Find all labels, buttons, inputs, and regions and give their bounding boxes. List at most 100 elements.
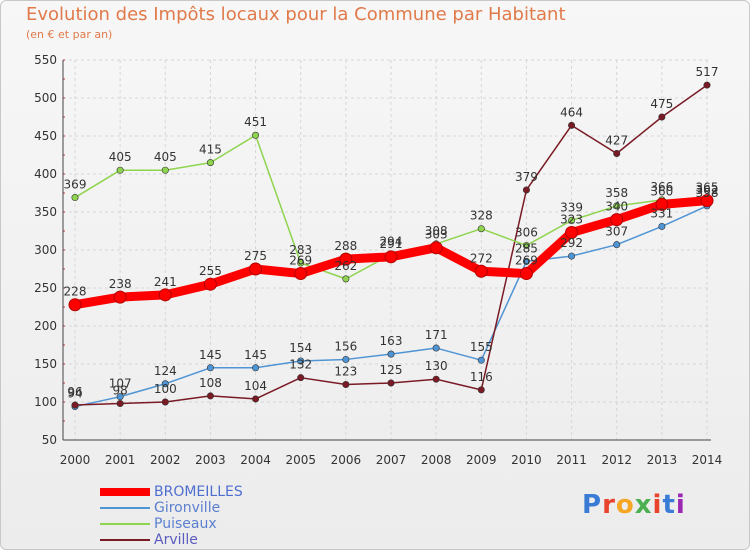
- chart-title: Evolution des Impôts locaux pour la Comm…: [26, 4, 566, 25]
- logo-letter: x: [634, 490, 653, 520]
- data-point: [387, 379, 395, 387]
- logo-letter: t: [662, 490, 676, 520]
- data-label: 517: [696, 65, 719, 79]
- data-point: [700, 194, 714, 208]
- data-label: 308: [425, 224, 448, 238]
- data-label: 307: [605, 225, 628, 239]
- legend-label: BROMEILLES: [154, 484, 243, 500]
- series-layer: [68, 81, 714, 411]
- data-point: [429, 241, 443, 255]
- data-point: [297, 357, 305, 365]
- data-label: 275: [244, 249, 267, 263]
- x-tick-label: 2009: [466, 453, 497, 467]
- proxiti-logo: Proxiti: [582, 490, 686, 520]
- y-tick-label: 300: [34, 243, 57, 257]
- data-label: 331: [650, 206, 673, 220]
- data-label: 98: [113, 384, 128, 398]
- data-point: [206, 159, 214, 167]
- data-point: [339, 252, 353, 266]
- data-point: [113, 290, 127, 304]
- logo-letter: i: [675, 490, 686, 520]
- data-point: [203, 277, 217, 291]
- data-label: 340: [605, 200, 628, 214]
- data-point: [342, 355, 350, 363]
- data-label: 269: [289, 254, 312, 268]
- x-tick-label: 2003: [195, 453, 226, 467]
- data-point: [703, 81, 711, 89]
- data-point: [658, 222, 666, 230]
- data-point: [68, 298, 82, 312]
- data-label: 303: [425, 228, 448, 242]
- x-tick-label: 2004: [240, 453, 271, 467]
- data-label: 100: [154, 382, 177, 396]
- data-label: 358: [696, 186, 719, 200]
- data-point: [565, 226, 579, 240]
- data-label: 154: [289, 341, 312, 355]
- legend-label: Gironville: [154, 500, 221, 516]
- data-label: 405: [109, 150, 132, 164]
- data-label: 369: [64, 178, 87, 192]
- data-point: [116, 166, 124, 174]
- grid: [63, 59, 711, 441]
- data-point: [519, 267, 533, 281]
- data-point: [655, 197, 669, 211]
- legend-swatch: [100, 507, 150, 509]
- x-tick-label: 2012: [601, 453, 632, 467]
- data-label: 283: [289, 243, 312, 257]
- x-tick-label: 2013: [647, 453, 678, 467]
- data-label: 96: [67, 385, 82, 399]
- data-point: [477, 225, 485, 233]
- data-label: 288: [334, 239, 357, 253]
- data-point: [387, 350, 395, 358]
- data-point: [252, 131, 260, 139]
- data-point: [522, 257, 530, 265]
- y-tick-label: 400: [34, 167, 57, 181]
- data-point: [522, 241, 530, 249]
- data-label: 108: [199, 376, 222, 390]
- data-point: [249, 262, 263, 276]
- data-label: 294: [380, 235, 403, 249]
- y-tick-label: 150: [34, 357, 57, 371]
- data-point: [158, 288, 172, 302]
- y-tick-label: 500: [34, 91, 57, 105]
- data-label: 292: [560, 236, 583, 250]
- data-point: [116, 393, 124, 401]
- data-point: [294, 267, 308, 281]
- data-label: 272: [470, 251, 493, 265]
- data-label: 365: [696, 181, 719, 195]
- data-point: [432, 375, 440, 383]
- data-label: 155: [470, 340, 493, 354]
- data-point: [568, 121, 576, 129]
- data-label: 116: [470, 370, 493, 384]
- data-point: [610, 213, 624, 227]
- data-label: 415: [199, 143, 222, 157]
- data-label: 360: [650, 184, 673, 198]
- data-label: 163: [380, 334, 403, 348]
- x-tick-label: 2014: [692, 453, 723, 467]
- data-label: 241: [154, 275, 177, 289]
- data-label: 107: [109, 377, 132, 391]
- data-point: [568, 252, 576, 260]
- data-label: 339: [560, 200, 583, 214]
- data-point: [477, 386, 485, 394]
- data-label: 125: [380, 363, 403, 377]
- data-point: [658, 113, 666, 121]
- data-point: [477, 356, 485, 364]
- data-point: [71, 401, 79, 409]
- data-label: 104: [244, 379, 267, 393]
- y-tick-label: 200: [34, 319, 57, 333]
- x-tick-label: 2011: [556, 453, 587, 467]
- data-label: 379: [515, 170, 538, 184]
- x-tick-label: 2010: [511, 453, 542, 467]
- legend-swatch: [100, 523, 150, 525]
- legend-label: Arville: [154, 532, 198, 548]
- data-point: [613, 202, 621, 210]
- data-label: 405: [154, 150, 177, 164]
- data-point: [384, 250, 398, 264]
- data-label: 328: [470, 209, 493, 223]
- data-label: 228: [64, 285, 87, 299]
- data-point: [206, 392, 214, 400]
- x-tick-label: 2002: [150, 453, 181, 467]
